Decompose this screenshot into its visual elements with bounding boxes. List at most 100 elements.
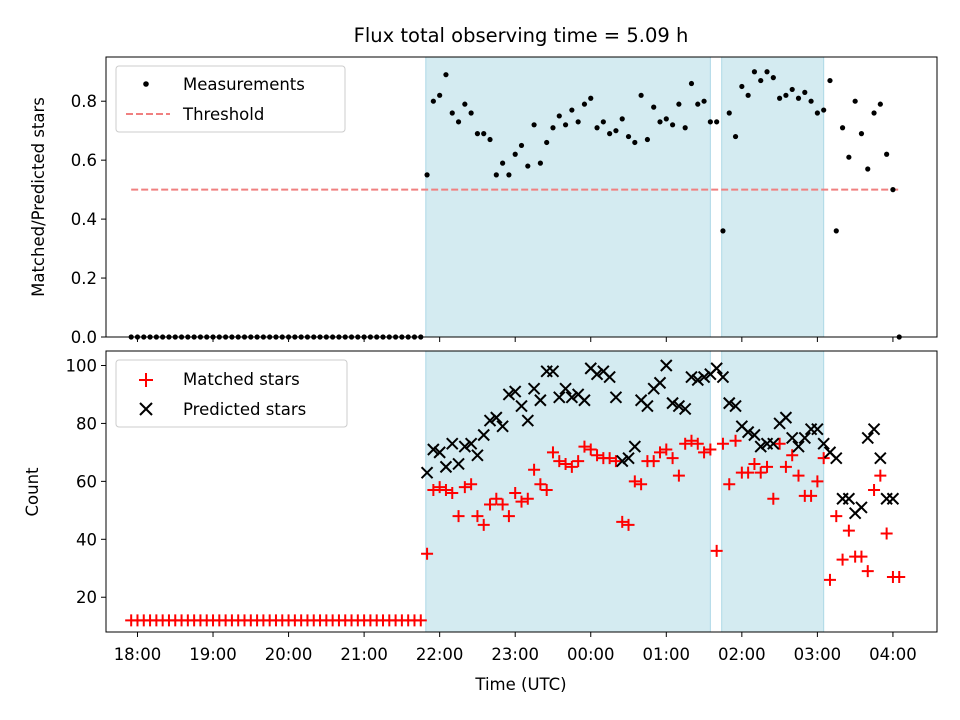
matched-star-point (685, 434, 698, 447)
matched-star-point (723, 478, 736, 491)
predicted-star-point (452, 457, 465, 471)
matched-star-point (427, 484, 440, 497)
top-axes-frame (105, 56, 938, 338)
measurement-point (455, 119, 462, 125)
legend-threshold-label: Threshold (182, 105, 264, 124)
predicted-star-point (590, 367, 604, 381)
bottom-xtick-label: 01:00 (643, 645, 691, 664)
matched-star-point (616, 515, 629, 528)
measurement-point (852, 98, 858, 104)
measurement-point (846, 154, 852, 160)
matched-star-point (578, 440, 591, 453)
measurement-point (770, 75, 776, 81)
measurement-point (714, 119, 720, 125)
measurement-point (884, 151, 890, 157)
measurement-point (512, 151, 518, 157)
measurement-point (865, 166, 871, 172)
predicted-star-point (628, 440, 642, 453)
legend-measurements-marker (143, 81, 149, 87)
top-y-axis-label: Matched/Predicted stars (29, 97, 48, 297)
x-axis-label: Time (UTC) (474, 675, 566, 694)
predicted-star-point (874, 451, 887, 465)
predicted-star-point (748, 428, 761, 442)
top-shade-band-2 (721, 56, 825, 338)
measurement-point (613, 128, 619, 134)
bottom-xtick-label: 20:00 (265, 645, 313, 664)
top-ytick-label: 0.8 (71, 92, 97, 111)
predicted-star-point (616, 454, 629, 468)
bottom-shaded-ranges (425, 350, 825, 633)
matched-star-point (584, 443, 597, 456)
matched-star-point (830, 510, 843, 523)
measurement-point (506, 172, 512, 178)
predicted-star-point (496, 420, 509, 433)
matched-star-point (666, 452, 679, 465)
matched-star-point (855, 550, 868, 563)
matched-star-point (672, 469, 685, 482)
predicted-star-point (603, 370, 616, 384)
measurement-point (518, 142, 525, 149)
matched-star-point (490, 492, 503, 505)
matched-star-point (647, 455, 660, 468)
matched-star-point (654, 446, 666, 459)
measurement-point (663, 116, 669, 122)
measurement-point (827, 77, 833, 84)
measurement-point (688, 80, 695, 87)
bottom-ytick-label: 40 (76, 530, 97, 549)
predicted-star-point (691, 373, 704, 387)
predicted-star-point (798, 431, 812, 445)
measurement-point (556, 113, 562, 119)
measurement-point (707, 119, 713, 125)
matched-star-point (742, 466, 755, 479)
predicted-star-point (855, 501, 868, 514)
predicted-star-point (886, 492, 900, 505)
predicted-star-point (767, 437, 780, 450)
bottom-xtick-label: 19:00 (189, 645, 237, 664)
bottom-x-ticks: 18:00 19:00 20:00 21:00 22:00 23:00 00:00 01:00… (114, 632, 917, 664)
measurement-point (795, 95, 802, 101)
predicted-star-point (867, 423, 881, 436)
predicted-star-point (817, 437, 830, 450)
bottom-xtick-label: 21:00 (340, 645, 388, 664)
predicted-star-point (458, 440, 472, 453)
matched-star-point (874, 469, 887, 482)
predicted-star-point (723, 396, 736, 410)
bottom-ytick-label: 20 (76, 588, 97, 607)
matched-star-point (458, 481, 471, 494)
matched-star-point (767, 492, 780, 505)
matched-star-point (565, 460, 578, 473)
matched-star-point (553, 455, 566, 468)
bottom-xtick-label: 02:00 (718, 645, 766, 664)
measurement-point (682, 125, 688, 131)
matched-star-point (635, 478, 648, 491)
matched-star-point (842, 524, 855, 537)
bottom-count-points (125, 359, 906, 627)
measurement-point (443, 72, 449, 78)
matched-star-point (679, 437, 692, 450)
measurement-point (525, 163, 531, 169)
measurement-point (562, 122, 569, 128)
predicted-star-point (546, 365, 560, 378)
matched-star-point (823, 573, 836, 586)
measurement-point (783, 92, 789, 98)
matched-star-point (603, 452, 616, 465)
measurement-point (651, 104, 657, 110)
top-ytick-label: 0.2 (71, 269, 97, 288)
measurement-point (789, 86, 795, 93)
measurement-point (764, 69, 770, 75)
measurement-point (550, 125, 556, 131)
top-panel: 0.00.20.40.60.8 Matched/Predicted stars … (29, 56, 938, 347)
measurement-point (607, 131, 613, 137)
predicted-star-point (420, 466, 434, 479)
predicted-star-point (578, 394, 591, 407)
predicted-star-point (483, 414, 497, 427)
measurement-point (569, 107, 575, 113)
matched-star-point (773, 437, 786, 450)
top-x-ticks (136, 337, 894, 342)
predicted-star-point (477, 428, 490, 442)
measurement-point (833, 228, 839, 234)
matched-star-point (880, 527, 893, 540)
predicted-star-point (660, 359, 673, 372)
bottom-ytick-label: 80 (76, 414, 97, 433)
